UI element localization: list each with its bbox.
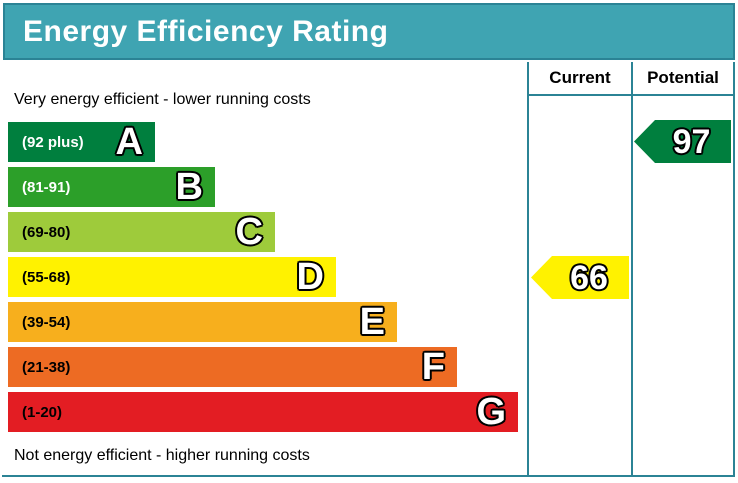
- chart-title-bar: Energy Efficiency Rating: [3, 3, 735, 60]
- current-rating-arrow: 66: [531, 256, 629, 299]
- potential-rating-value: 97: [672, 122, 711, 161]
- top-note: Very energy efficient - lower running co…: [14, 91, 311, 108]
- potential-rating-arrow: 97: [634, 120, 731, 163]
- band-b-letter: B: [175, 166, 203, 208]
- table-divider-current-left: [527, 62, 529, 475]
- table-divider-potential-left: [631, 62, 633, 475]
- band-g-letter: G: [476, 391, 506, 433]
- band-e: (39-54) E: [8, 302, 397, 342]
- band-a: (92 plus) A: [8, 122, 155, 162]
- current-rating-value: 66: [570, 258, 608, 297]
- band-b-range: (81-91): [22, 178, 71, 196]
- band-f: (21-38) F: [8, 347, 457, 387]
- band-a-range: (92 plus): [22, 133, 84, 151]
- band-e-letter: E: [359, 301, 385, 343]
- table-border-bottom: [2, 475, 735, 477]
- band-e-range: (39-54): [22, 313, 71, 331]
- band-g: (1-20) G: [8, 392, 518, 432]
- chart-title: Energy Efficiency Rating: [23, 14, 389, 48]
- bottom-note: Not energy efficient - higher running co…: [14, 447, 310, 464]
- band-c-range: (69-80): [22, 223, 71, 241]
- band-d-letter: D: [296, 256, 324, 298]
- band-g-range: (1-20): [22, 403, 63, 421]
- band-a-letter: A: [115, 121, 143, 163]
- table-border-right: [733, 62, 735, 475]
- band-b: (81-91) B: [8, 167, 215, 207]
- table-header-underline: [527, 94, 735, 96]
- band-c: (69-80) C: [8, 212, 275, 252]
- band-f-range: (21-38): [22, 358, 71, 376]
- current-column-header: Current: [549, 68, 611, 87]
- potential-column-header: Potential: [647, 68, 719, 87]
- band-c-letter: C: [235, 211, 263, 253]
- band-d-range: (55-68): [22, 268, 71, 286]
- band-d: (55-68) D: [8, 257, 336, 297]
- band-f-letter: F: [421, 346, 445, 388]
